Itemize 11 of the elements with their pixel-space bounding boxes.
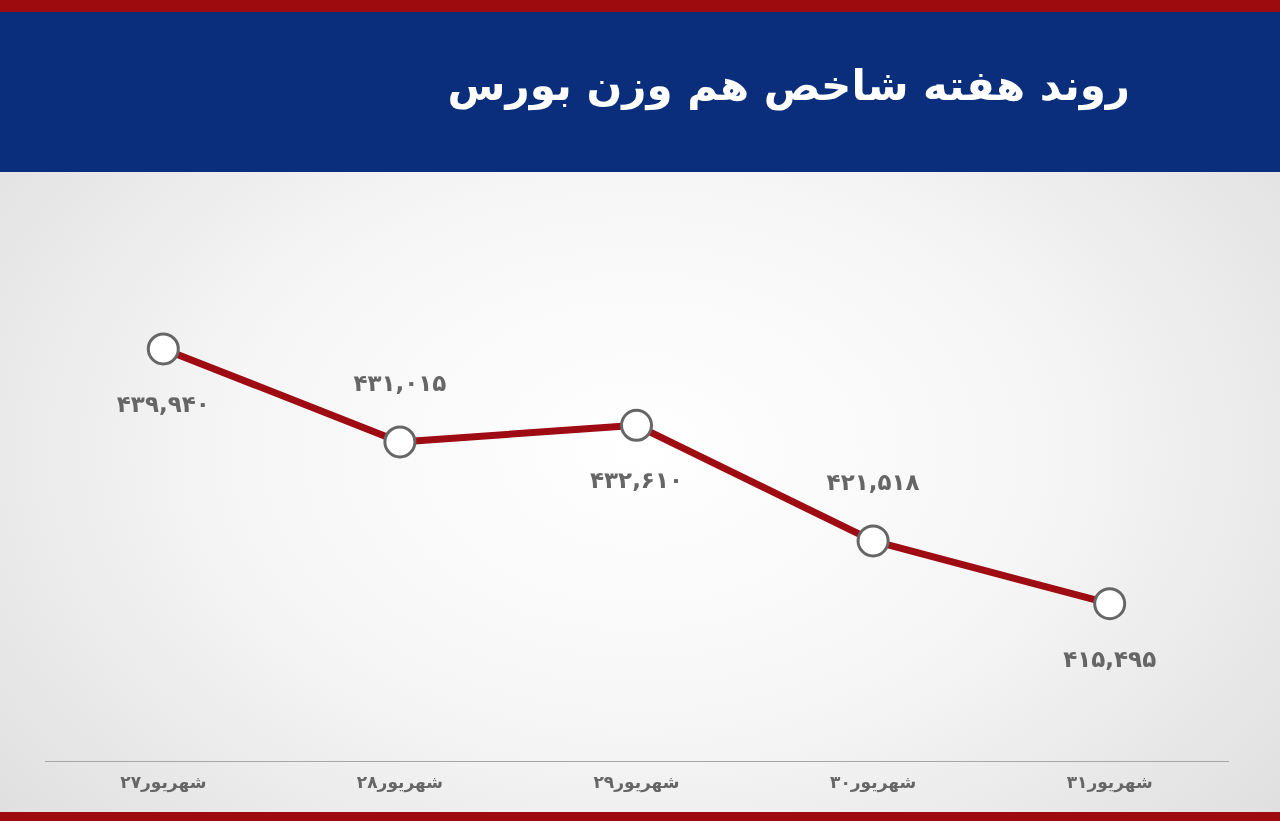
x-tick-label: ۲۹شهریور <box>593 772 680 794</box>
x-tick-label: ۲۷شهریور <box>120 772 207 794</box>
x-tick-label: ۳۰شهریور <box>830 772 917 794</box>
chart-title: روند هفته شاخص هم وزن بورس <box>447 60 1130 113</box>
data-label: ۴۲۱,۵۱۸ <box>826 468 920 495</box>
data-label: ۴۳۱,۰۱۵ <box>353 369 447 396</box>
data-label: ۴۱۵,۴۹۵ <box>1063 645 1157 672</box>
x-tick-label: ۳۱شهریور <box>1066 772 1153 794</box>
data-label: ۴۳۹,۹۴۰ <box>116 390 210 417</box>
data-label: ۴۳۲,۶۱۰ <box>590 467 683 494</box>
x-tick-label: ۲۸شهریور <box>356 772 443 794</box>
